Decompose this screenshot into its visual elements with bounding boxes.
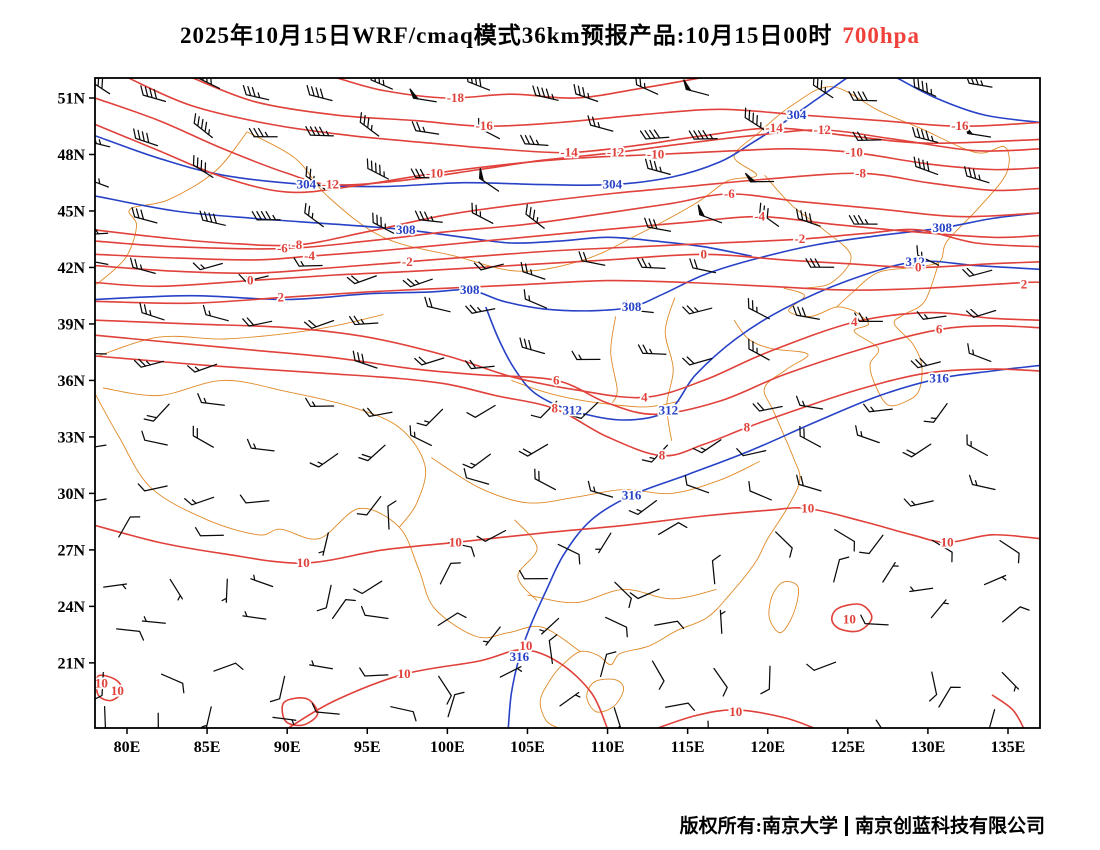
svg-text:312: 312 — [659, 403, 679, 418]
svg-text:-6: -6 — [724, 186, 735, 201]
svg-text:8: 8 — [744, 420, 751, 435]
svg-text:304: 304 — [297, 177, 317, 192]
svg-text:90E: 90E — [274, 739, 301, 756]
svg-text:80E: 80E — [114, 739, 141, 756]
footer-company: 南京创蓝科技有限公司 — [854, 816, 1045, 837]
svg-text:135E: 135E — [991, 739, 1026, 756]
svg-text:-18: -18 — [447, 90, 465, 105]
svg-text:0: 0 — [915, 260, 922, 275]
svg-text:10: 10 — [941, 534, 954, 549]
svg-text:-4: -4 — [754, 209, 765, 224]
svg-text:125E: 125E — [830, 739, 865, 756]
wind-barbs-layer — [95, 78, 1030, 728]
svg-text:30N: 30N — [57, 486, 85, 503]
svg-text:-14: -14 — [765, 120, 783, 135]
svg-text:27N: 27N — [57, 542, 85, 559]
footer-divider — [844, 816, 848, 836]
svg-text:-16: -16 — [476, 118, 494, 133]
svg-text:312: 312 — [563, 403, 583, 418]
copyright-footer: 版权所有:南京大学 南京创蓝科技有限公司 — [680, 811, 1045, 838]
svg-text:316: 316 — [510, 649, 530, 664]
svg-text:-12: -12 — [322, 177, 339, 192]
footer-owner: 版权所有:南京大学 — [679, 816, 838, 837]
svg-text:36N: 36N — [57, 373, 85, 390]
svg-text:10: 10 — [95, 676, 108, 691]
svg-text:308: 308 — [460, 282, 480, 297]
svg-text:304: 304 — [603, 177, 623, 192]
svg-text:-10: -10 — [647, 147, 664, 162]
svg-text:8: 8 — [659, 448, 666, 463]
svg-text:10: 10 — [801, 501, 814, 516]
svg-text:312: 312 — [905, 254, 925, 269]
svg-text:95E: 95E — [354, 739, 381, 756]
svg-text:130E: 130E — [911, 739, 946, 756]
contour-labels-layer: 304 304 304 308 308 308 308 312 312 312 316 316 316 -… — [93, 88, 1029, 720]
svg-text:48N: 48N — [57, 147, 85, 164]
svg-text:45N: 45N — [57, 203, 85, 220]
svg-text:120E: 120E — [750, 739, 785, 756]
svg-text:-8: -8 — [855, 165, 866, 180]
svg-text:316: 316 — [929, 371, 949, 386]
svg-text:308: 308 — [933, 220, 953, 235]
svg-text:6: 6 — [936, 322, 943, 337]
svg-text:21N: 21N — [57, 655, 85, 672]
svg-text:-16: -16 — [951, 118, 969, 133]
svg-text:-6: -6 — [277, 241, 288, 256]
svg-text:8: 8 — [551, 401, 558, 416]
plot-frame — [94, 77, 1041, 729]
chart-title: 2025年10月15日WRF/cmaq模式36km预报产品:10月15日00时 7… — [0, 16, 1100, 50]
svg-text:-4: -4 — [304, 248, 315, 263]
svg-text:42N: 42N — [57, 260, 85, 277]
svg-text:316: 316 — [622, 487, 642, 502]
temperature-contours-layer — [95, 78, 1040, 728]
svg-text:85E: 85E — [194, 739, 221, 756]
chart-title-level: 700hpa — [842, 23, 920, 48]
svg-text:10: 10 — [729, 704, 742, 719]
svg-text:39N: 39N — [57, 316, 85, 333]
chart-title-text: 2025年10月15日WRF/cmaq模式36km预报产品:10月15日00时 — [180, 23, 833, 48]
svg-text:-2: -2 — [794, 231, 805, 246]
svg-text:100E: 100E — [430, 739, 465, 756]
svg-text:4: 4 — [641, 389, 648, 404]
svg-text:304: 304 — [787, 107, 807, 122]
svg-text:10: 10 — [843, 612, 856, 627]
svg-text:24N: 24N — [57, 599, 85, 616]
height-contours-layer — [95, 78, 1040, 728]
svg-text:10: 10 — [297, 555, 310, 570]
svg-text:105E: 105E — [510, 739, 545, 756]
svg-text:-12: -12 — [814, 122, 831, 137]
svg-text:10: 10 — [111, 683, 124, 698]
svg-text:-10: -10 — [426, 165, 443, 180]
svg-text:115E: 115E — [671, 739, 705, 756]
axis-labels: 51N 48N 45N 42N 39N 36N 33N 30N 27N 24N 21N 80E 85E 9… — [57, 91, 1025, 757]
svg-text:-14: -14 — [560, 145, 578, 160]
svg-text:0: 0 — [247, 273, 254, 288]
svg-text:10: 10 — [519, 638, 532, 653]
svg-text:308: 308 — [396, 222, 416, 237]
svg-text:51N: 51N — [57, 91, 85, 108]
map-outlines-layer — [95, 86, 1010, 728]
svg-text:-10: -10 — [846, 145, 863, 160]
svg-text:-2: -2 — [402, 254, 413, 269]
svg-text:2: 2 — [278, 290, 285, 305]
svg-text:6: 6 — [553, 372, 560, 387]
svg-text:-12: -12 — [607, 145, 624, 160]
svg-text:10: 10 — [449, 534, 462, 549]
svg-text:-8: -8 — [291, 237, 302, 252]
svg-text:308: 308 — [622, 299, 642, 314]
svg-text:2: 2 — [1021, 276, 1028, 291]
svg-text:10: 10 — [398, 666, 411, 681]
svg-text:33N: 33N — [57, 429, 85, 446]
svg-text:0: 0 — [700, 246, 707, 261]
svg-text:110E: 110E — [591, 739, 625, 756]
svg-text:4: 4 — [851, 314, 858, 329]
